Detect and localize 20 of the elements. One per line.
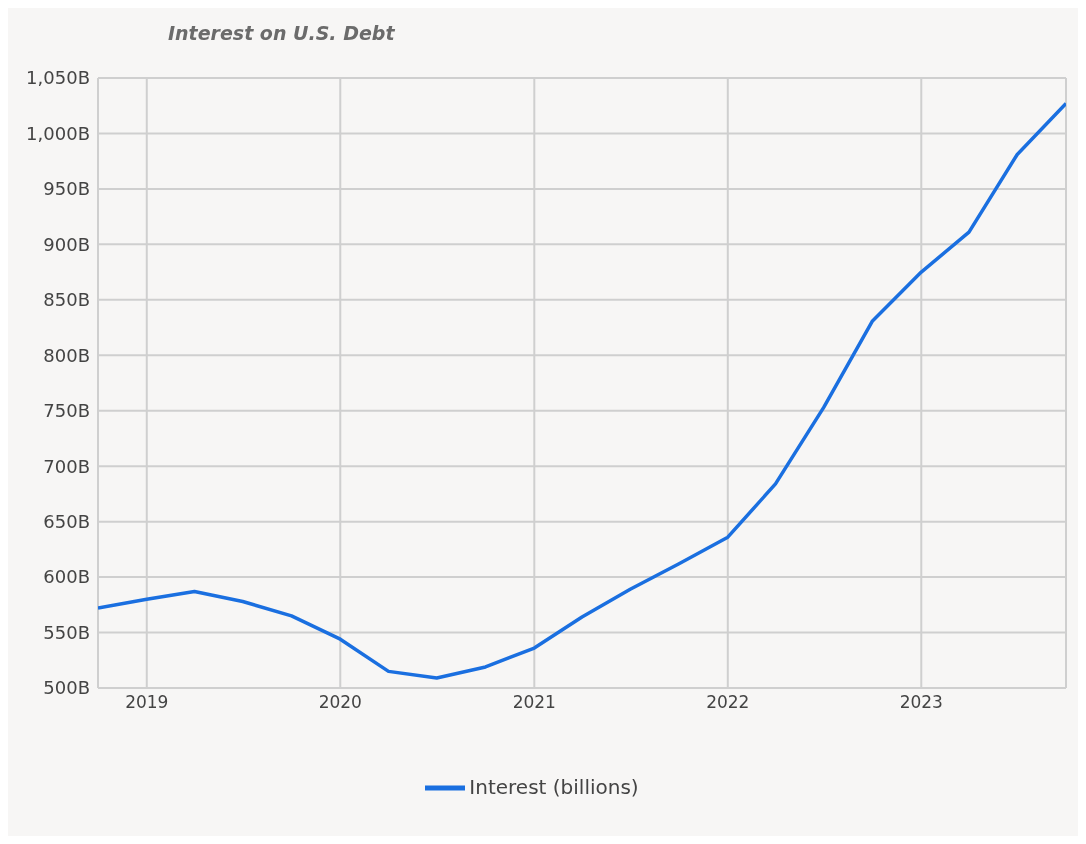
legend-label: Interest (billions) [469, 774, 639, 799]
y-tick-label: 550B [43, 621, 90, 643]
x-tick-label: 2020 [318, 692, 362, 713]
line-series [98, 101, 1066, 680]
y-tick-label: 650B [43, 511, 90, 533]
y-tick-label: 1,000B [26, 122, 90, 144]
y-tick-label: 750B [43, 400, 90, 422]
x-tick-label: 2023 [899, 692, 943, 713]
x-tick-label: 2022 [706, 692, 750, 713]
x-tick-label: 2019 [125, 692, 169, 713]
y-tick-label: 500B [43, 677, 90, 699]
y-tick-label: 900B [43, 233, 90, 255]
y-tick-label: 1,050B [26, 67, 90, 89]
y-tick-label: 800B [43, 344, 90, 366]
y-tick-label: 600B [43, 566, 90, 588]
y-tick-label: 850B [43, 289, 90, 311]
chart-title: Interest on U.S. Debt [168, 22, 395, 44]
x-tick-label: 2021 [512, 692, 556, 713]
y-tick-label: 700B [43, 455, 90, 477]
y-tick-label: 950B [43, 178, 90, 200]
